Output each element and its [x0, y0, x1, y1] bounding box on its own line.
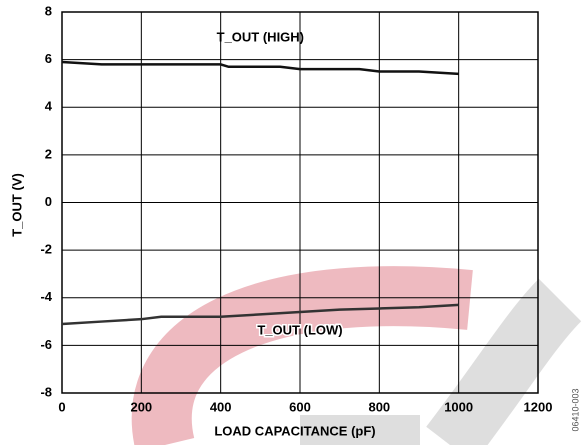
x-tick-label: 1000: [444, 399, 473, 414]
y-tick-label: 2: [45, 146, 52, 161]
y-axis-label: T_OUT (V): [9, 173, 24, 237]
x-tick-label: 600: [289, 399, 311, 414]
y-tick-label: -6: [40, 337, 52, 352]
y-tick-label: -2: [40, 242, 52, 257]
plot-frame: [61, 11, 539, 394]
figure-id: 06410-003: [570, 388, 580, 431]
y-tick-label: -4: [40, 289, 52, 304]
series-label: T_OUT (LOW): [257, 323, 342, 338]
watermark: [131, 266, 582, 445]
y-tick-label: -8: [40, 384, 52, 399]
x-tick-label: 800: [368, 399, 390, 414]
x-axis-label: LOAD CAPACITANCE (pF): [214, 423, 375, 438]
series-line: [61, 303, 459, 326]
y-tick-label: 0: [45, 194, 52, 209]
y-tick-label: 6: [45, 51, 52, 66]
series-line: [61, 60, 459, 76]
y-tick-label: 8: [45, 3, 52, 18]
x-tick-label: 1200: [524, 399, 553, 414]
y-tick-label: 4: [45, 99, 53, 114]
x-tick-label: 0: [58, 399, 65, 414]
x-tick-label: 200: [130, 399, 152, 414]
x-tick-label: 400: [210, 399, 232, 414]
series-label: T_OUT (HIGH): [217, 30, 304, 45]
